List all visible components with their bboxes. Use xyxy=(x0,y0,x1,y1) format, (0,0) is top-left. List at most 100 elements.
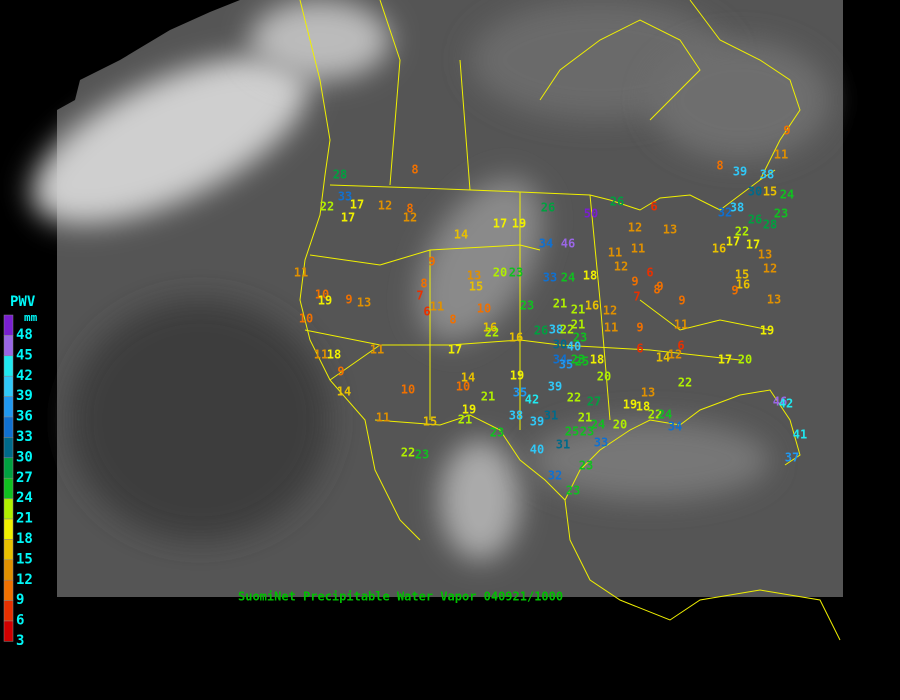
legend-label: 3 xyxy=(16,633,24,649)
legend-swatch xyxy=(3,579,14,601)
station-value: 17 xyxy=(350,198,364,212)
station-value: 11 xyxy=(376,411,390,425)
legend: 48 45 42 39 36 33 30 27 24 21 18 15 12 9 6 3 xyxy=(3,314,33,649)
legend-swatch xyxy=(3,396,14,418)
station-value: 11 xyxy=(370,343,384,357)
station-value: 11 xyxy=(314,348,328,362)
station-value: 9 xyxy=(337,365,344,379)
legend-label: 45 xyxy=(16,347,33,363)
station-value: 10 xyxy=(477,302,491,316)
station-value: 14 xyxy=(461,371,475,385)
station-value: 15 xyxy=(469,280,483,294)
station-value: 22 xyxy=(735,225,749,239)
station-value: 34 xyxy=(553,353,567,367)
station-value: 21 xyxy=(458,413,472,427)
legend-swatch xyxy=(3,314,14,336)
station-value: 20 xyxy=(493,266,507,280)
station-value: 20 xyxy=(597,370,611,384)
station-value: 19 xyxy=(510,369,524,383)
station-value: 7 xyxy=(416,289,423,303)
station-value: 6 xyxy=(646,266,653,280)
station-value: 11 xyxy=(774,148,788,162)
station-value: 26 xyxy=(534,324,548,338)
station-value: 18 xyxy=(327,348,341,362)
station-value: 24 xyxy=(591,418,605,432)
station-value: 34 xyxy=(539,237,553,251)
station-value: 6 xyxy=(650,200,657,214)
station-value: 26 xyxy=(541,201,555,215)
station-value: 12 xyxy=(763,262,777,276)
station-value: 14 xyxy=(337,385,351,399)
station-value: 23 xyxy=(580,425,594,439)
station-value: 39 xyxy=(733,165,747,179)
station-value: 46 xyxy=(773,395,787,409)
legend-unit: mm xyxy=(24,311,38,324)
legend-label: 33 xyxy=(16,429,33,445)
legend-label: 24 xyxy=(16,490,33,506)
station-value: 18 xyxy=(636,400,650,414)
station-value: 20 xyxy=(738,353,752,367)
station-value: 16 xyxy=(483,321,497,335)
station-value: 19 xyxy=(462,403,476,417)
station-value: 24 xyxy=(658,408,672,422)
station-value: 14 xyxy=(454,228,468,242)
station-value: 35 xyxy=(513,386,527,400)
legend-label: 27 xyxy=(16,470,33,486)
station-value: 17 xyxy=(493,217,507,231)
station-value: 9 xyxy=(345,293,352,307)
caption: SuomiNet Precipitable Water Vapor 040921… xyxy=(238,590,563,604)
station-value: 35 xyxy=(559,358,573,372)
legend-label: 48 xyxy=(16,327,33,343)
station-value: 24 xyxy=(561,271,575,285)
station-value: 16 xyxy=(585,299,599,313)
legend-swatch xyxy=(3,457,14,479)
station-value: 39 xyxy=(530,415,544,429)
station-value: 10 xyxy=(401,383,415,397)
station-value: 8 xyxy=(411,163,418,177)
station-value: 42 xyxy=(779,397,793,411)
station-value: 13 xyxy=(767,293,781,307)
station-value: 33 xyxy=(594,436,608,450)
station-value: 32 xyxy=(548,469,562,483)
station-value: 21 xyxy=(578,411,592,425)
station-value: 7 xyxy=(633,290,640,304)
station-value: 13 xyxy=(758,248,772,262)
station-value: 15 xyxy=(423,415,437,429)
station-value: 23 xyxy=(509,266,523,280)
station-value: 9 xyxy=(656,280,663,294)
station-value: 22 xyxy=(485,326,499,340)
boundaries xyxy=(299,0,841,641)
station-value: 33 xyxy=(338,190,352,204)
station-value: 26 xyxy=(748,213,762,227)
legend-swatch xyxy=(3,355,14,377)
station-value: 33 xyxy=(543,271,557,285)
station-value: 23 xyxy=(520,299,534,313)
station-value: 19 xyxy=(512,217,526,231)
legend-swatch xyxy=(3,477,14,499)
station-value: 22 xyxy=(401,446,415,460)
legend-swatch xyxy=(3,375,14,397)
station-value: 34 xyxy=(668,420,682,434)
station-value: 8 xyxy=(406,202,413,216)
station-value: 13 xyxy=(663,223,677,237)
station-value: 9 xyxy=(731,284,738,298)
station-value: 10 xyxy=(315,288,329,302)
station-value: 22 xyxy=(560,323,574,337)
station-value: 23 xyxy=(573,331,587,345)
station-value: 38 xyxy=(549,323,563,337)
station-value: 11 xyxy=(631,242,645,256)
legend-label: 39 xyxy=(16,388,33,404)
station-value: 17 xyxy=(718,353,732,367)
legend-label: 42 xyxy=(16,368,33,384)
station-value: 14 xyxy=(656,351,670,365)
legend-label: 9 xyxy=(16,592,24,608)
station-value: 11 xyxy=(604,321,618,335)
legend-swatch xyxy=(3,559,14,581)
station-value: 16 xyxy=(736,278,750,292)
station-value: 8 xyxy=(420,277,427,291)
station-value: 21 xyxy=(571,303,585,317)
legend-title: PWV xyxy=(10,294,36,310)
station-value: 6 xyxy=(636,342,643,356)
legend-swatch xyxy=(3,620,14,642)
